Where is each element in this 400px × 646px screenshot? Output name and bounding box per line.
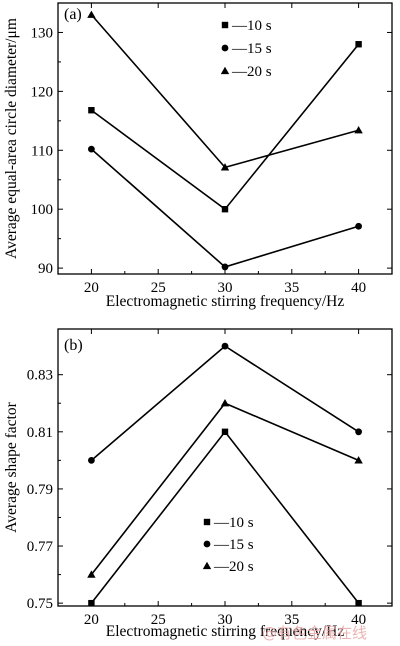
watermark-text: @有色金属在线 [262, 624, 367, 642]
x-tick-label: 20 [84, 280, 99, 296]
x-tick-label: 40 [351, 280, 366, 296]
x-tick-label: 30 [218, 612, 233, 628]
legend-label: —10 s [231, 18, 272, 34]
y-axis-label: Average shape factor [3, 401, 20, 532]
data-point-circle [88, 145, 95, 153]
x-tick-label: 25 [151, 280, 166, 296]
legend-label: —10 s [213, 515, 254, 531]
series-line-triangle [90, 14, 359, 169]
y-tick-label: 100 [31, 202, 54, 218]
data-point-circle [88, 456, 95, 464]
legend-marker-triangle [202, 561, 212, 570]
legend-marker-triangle [220, 66, 230, 75]
x-tick-label: 35 [284, 612, 299, 628]
y-tick-label: 110 [31, 143, 53, 159]
y-tick-label: 0.79 [27, 482, 53, 498]
x-tick-label: 25 [151, 612, 166, 628]
panel-b: 20 25 30 35 40 0.75 0.77 0.79 0.81 0.83 Electromag… [3, 328, 393, 640]
legend-marker-square [221, 21, 229, 29]
data-point-triangle [354, 126, 363, 134]
y-tick-label: 130 [31, 25, 54, 41]
panel-label: (a) [64, 6, 82, 23]
x-tick-label: 35 [284, 280, 299, 296]
legend-label: —20 s [231, 64, 272, 80]
legend-label: —15 s [231, 41, 272, 57]
x-axis-label: Electromagnetic stirring frequency/Hz [106, 623, 345, 640]
data-point-circle [221, 263, 229, 271]
y-tick-label: 0.75 [27, 596, 53, 612]
data-point-square [88, 599, 95, 607]
x-tick-label: 20 [84, 612, 99, 628]
y-tick-label: 120 [31, 84, 54, 100]
y-axis-label: Average equal-area circle diameter/μm [3, 18, 20, 259]
data-point-triangle [220, 163, 230, 171]
data-point-circle [355, 428, 362, 436]
data-point-triangle [87, 570, 96, 578]
legend-marker-square [203, 518, 211, 526]
x-axis-label: Electromagnetic stirring frequency/Hz [106, 293, 345, 310]
legend-marker-circle [203, 540, 211, 548]
data-point-square [221, 205, 229, 213]
data-point-triangle [220, 399, 230, 407]
data-point-triangle [354, 456, 363, 464]
data-point-square [355, 41, 362, 48]
data-point-circle [221, 342, 229, 350]
data-point-circle [355, 222, 362, 230]
panel-label: (b) [64, 337, 83, 354]
data-point-square [355, 599, 362, 607]
plot-frame [57, 2, 393, 275]
x-tick-label: 30 [218, 280, 233, 296]
y-tick-label: 90 [38, 261, 53, 277]
x-tick-label: 40 [351, 612, 366, 628]
data-point-square [221, 428, 229, 436]
y-tick-label: 0.81 [27, 425, 53, 441]
data-point-square [88, 107, 95, 114]
legend-marker-circle [221, 44, 229, 52]
legend-label: —20 s [213, 559, 254, 575]
panel-a: 20 25 30 35 40 90 100 110 120 130 Electromagnetic … [3, 2, 393, 310]
data-point-triangle [87, 10, 96, 18]
legend-label: —15 s [213, 537, 254, 553]
y-tick-label: 0.83 [27, 368, 53, 384]
y-tick-label: 0.77 [27, 539, 54, 555]
